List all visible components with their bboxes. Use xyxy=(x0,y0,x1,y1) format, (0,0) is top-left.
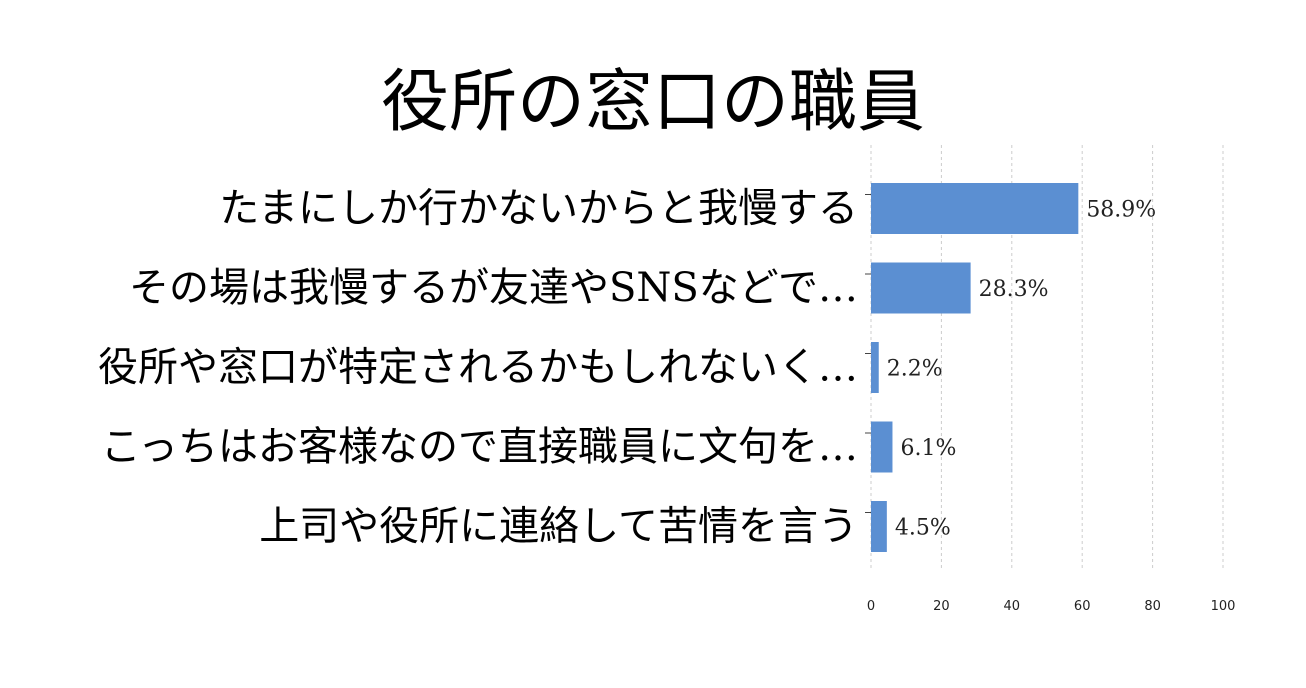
labels-layer: たまにしか行かないからと我慢する 58.9% その場は我慢するが友達やSNSなどで…… xyxy=(98,186,1156,550)
ticks-layer: 0 20 40 60 80 100 xyxy=(865,194,1236,614)
value-label: 4.5% xyxy=(895,516,951,541)
value-label: 58.9% xyxy=(1086,198,1156,223)
value-label: 28.3% xyxy=(979,277,1049,302)
x-tick-label: 0 xyxy=(867,599,875,614)
x-tick-label: 40 xyxy=(1004,599,1021,614)
bar xyxy=(871,342,879,393)
bars-layer xyxy=(871,183,1079,552)
bar xyxy=(871,501,887,552)
chart-title: 役所の窓口の職員 xyxy=(381,63,925,142)
value-label: 6.1% xyxy=(900,436,956,461)
bar xyxy=(871,262,971,314)
value-label: 2.2% xyxy=(887,357,943,382)
category-label: その場は我慢するが友達やSNSなどで… xyxy=(129,265,858,311)
bar xyxy=(871,421,893,473)
category-label: 役所や窓口が特定されるかもしれないく… xyxy=(98,345,858,391)
x-tick-label: 60 xyxy=(1074,599,1091,614)
x-tick-label: 80 xyxy=(1144,599,1161,614)
category-label: 上司や役所に連絡して苦情を言う xyxy=(259,504,858,550)
x-tick-label: 100 xyxy=(1211,599,1236,614)
bar xyxy=(871,183,1079,234)
x-tick-label: 20 xyxy=(933,599,950,614)
category-label: こっちはお客様なので直接職員に文句を… xyxy=(101,424,858,470)
category-label: たまにしか行かないからと我慢する xyxy=(219,186,858,232)
